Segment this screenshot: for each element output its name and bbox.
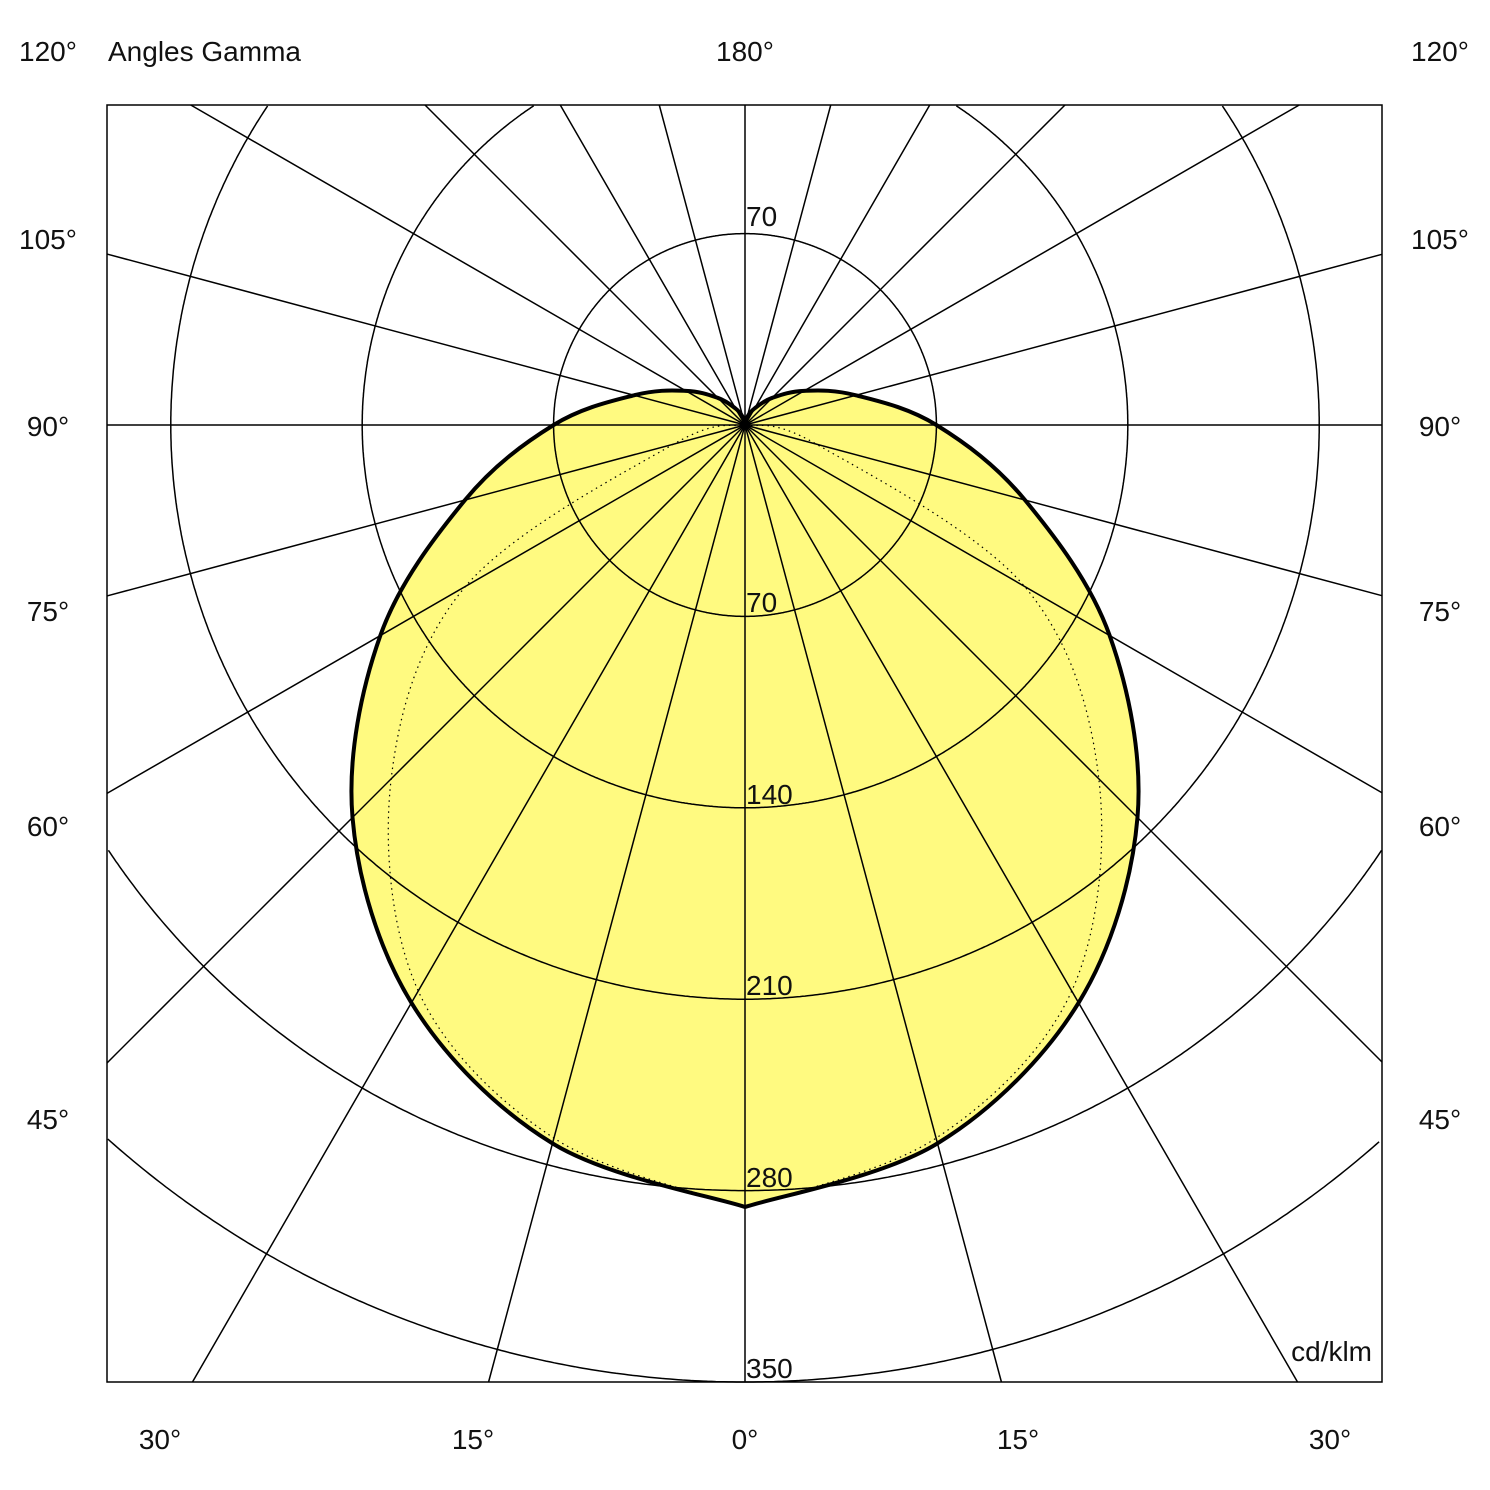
angle-label-left: 120°: [19, 36, 77, 67]
grid-radial-60: [106, 104, 1300, 794]
angle-label-right: 105°: [1411, 224, 1469, 255]
grid-radial-135: [424, 104, 1383, 1063]
angle-label-bottom: 30°: [1308, 1424, 1352, 1455]
grid-radial-150: [559, 104, 1299, 1383]
series-line-1: [349, 388, 1141, 1210]
radial-tick-label: 210: [746, 970, 793, 1002]
radial-tick-label: 140: [746, 778, 793, 810]
radial-tick-label: 280: [746, 1161, 793, 1193]
grid-radial-165: [658, 104, 1003, 1383]
angle-label-right: 120°: [1411, 36, 1469, 67]
radial-tick-label: 70: [746, 587, 778, 619]
grid-radial-45: [106, 104, 1066, 1064]
unit-label: cd/klm: [1291, 1336, 1372, 1367]
grid-radial-120: [190, 104, 1383, 794]
radial-tick-top: 70: [746, 201, 778, 232]
angle-label-right: 60°: [1418, 811, 1462, 842]
radial-tick-label: 350: [746, 1353, 793, 1384]
grid-radial-15: [487, 104, 832, 1383]
angle-label-left: 90°: [26, 411, 70, 442]
angle-label-top: 180°: [716, 36, 774, 67]
angle-label-bottom: 15°: [996, 1424, 1040, 1455]
angle-label-bottom: 0°: [731, 1424, 759, 1455]
angle-label-right: 75°: [1418, 596, 1462, 627]
angle-label-left: 75°: [26, 596, 70, 627]
plot-frame: [106, 104, 1383, 1383]
grid-radial-30: [191, 104, 931, 1383]
angle-label-right: 90°: [1418, 411, 1462, 442]
angle-label-right: 45°: [1418, 1104, 1462, 1135]
angle-label-bottom: 30°: [138, 1424, 182, 1455]
angle-label-left: 60°: [26, 811, 70, 842]
chart-title: Angles Gamma: [108, 36, 301, 67]
plot-area: [106, 104, 1383, 1383]
angle-label-bottom: 15°: [451, 1424, 495, 1455]
angle-label-left: 45°: [26, 1104, 70, 1135]
angle-label-left: 105°: [19, 224, 77, 255]
